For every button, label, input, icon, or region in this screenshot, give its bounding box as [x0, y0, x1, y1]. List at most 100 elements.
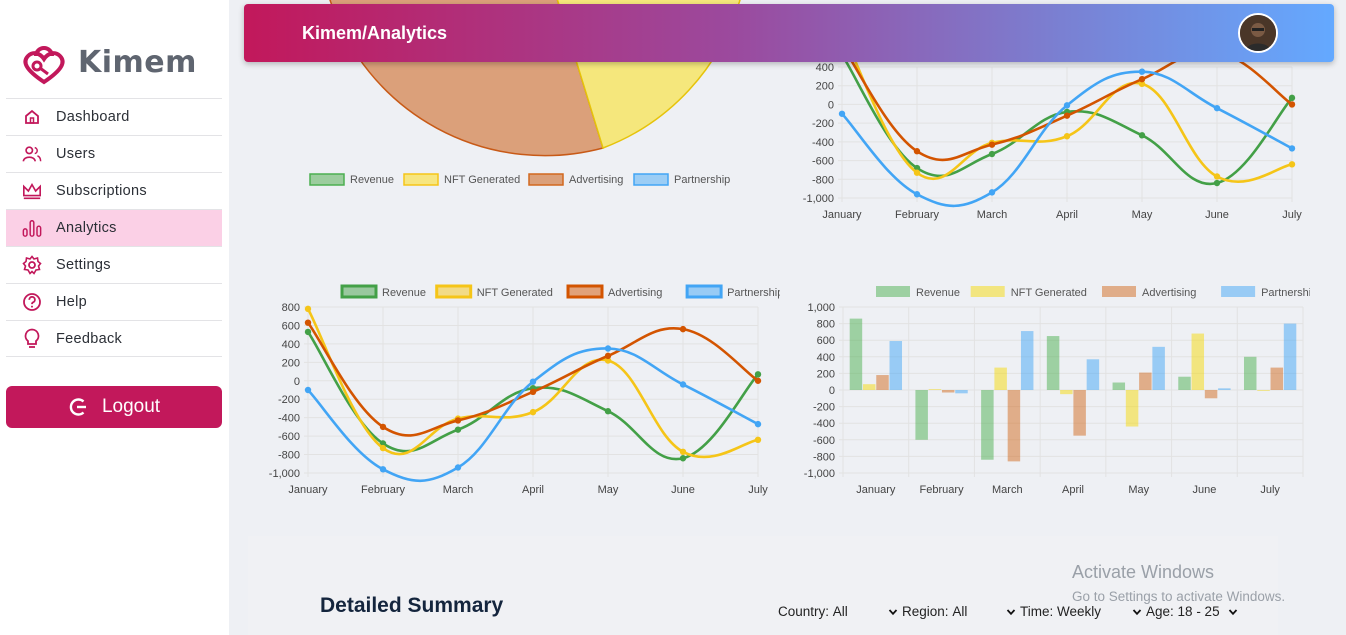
sidebar-item-help[interactable]: Help	[6, 283, 222, 320]
data-point-partnership[interactable]	[1288, 145, 1296, 152]
data-point-partnership[interactable]	[988, 189, 996, 196]
brand[interactable]: Kimem	[20, 38, 197, 86]
data-point-nft-generated[interactable]	[379, 444, 387, 452]
bar-partnership[interactable]	[1218, 388, 1231, 390]
sidebar-item-feedback[interactable]: Feedback	[6, 320, 222, 357]
data-point-nft-generated[interactable]	[529, 408, 537, 416]
bar-advertising[interactable]	[941, 390, 955, 393]
legend-item-revenue[interactable]: Revenue	[309, 173, 394, 186]
bar-partnership[interactable]	[1086, 359, 1100, 390]
bar-advertising[interactable]	[1270, 367, 1284, 390]
bar-nft-generated[interactable]	[1257, 390, 1270, 391]
data-point-partnership[interactable]	[529, 378, 537, 385]
data-point-partnership[interactable]	[679, 381, 687, 388]
bar-revenue[interactable]	[849, 318, 863, 390]
data-point-advertising[interactable]	[454, 417, 462, 424]
legend-item-advertising[interactable]: Advertising	[528, 173, 623, 186]
data-point-advertising[interactable]	[913, 148, 921, 155]
age-filter[interactable]: Age: 18 - 25	[1132, 604, 1238, 619]
data-point-revenue[interactable]	[604, 408, 612, 415]
bar-partnership[interactable]	[1283, 323, 1297, 390]
legend-item-partnership[interactable]: Partnership	[633, 173, 730, 186]
data-point-nft-generated[interactable]	[1288, 161, 1296, 168]
data-point-partnership[interactable]	[754, 420, 762, 428]
data-point-nft-generated[interactable]	[1213, 173, 1221, 180]
bar-advertising[interactable]	[876, 375, 889, 390]
data-point-advertising[interactable]	[1138, 75, 1146, 83]
bar-advertising[interactable]	[1073, 390, 1086, 436]
bar-nft-generated[interactable]	[862, 384, 876, 390]
data-point-revenue[interactable]	[454, 426, 462, 433]
data-point-nft-generated[interactable]	[679, 448, 687, 455]
avatar[interactable]	[1238, 13, 1278, 53]
data-point-partnership[interactable]	[1063, 102, 1071, 109]
data-point-advertising[interactable]	[529, 388, 537, 396]
data-point-nft-generated[interactable]	[754, 436, 762, 443]
legend-item-revenue[interactable]: Revenue	[876, 286, 960, 299]
bar-partnership[interactable]	[889, 341, 903, 390]
legend-item-nft-generated[interactable]: NFT Generated	[970, 286, 1087, 299]
country-filter[interactable]: Country: All	[778, 604, 848, 619]
bar-nft-generated[interactable]	[1060, 390, 1073, 395]
legend-item-nft-generated[interactable]: NFT Generated	[435, 284, 553, 299]
data-point-advertising[interactable]	[1288, 101, 1296, 108]
bar-partnership[interactable]	[955, 390, 968, 394]
bar-advertising[interactable]	[1204, 390, 1218, 399]
sidebar-item-settings[interactable]: Settings	[6, 246, 222, 283]
bar-advertising[interactable]	[1007, 390, 1021, 462]
data-point-partnership[interactable]	[1213, 104, 1221, 112]
bar-revenue[interactable]	[915, 390, 928, 440]
bar-nft-generated[interactable]	[928, 389, 942, 390]
sidebar-item-subscriptions[interactable]: Subscriptions	[6, 172, 222, 209]
bar-partnership[interactable]	[1152, 346, 1165, 390]
data-point-nft-generated[interactable]	[1063, 133, 1071, 140]
data-point-revenue[interactable]	[1288, 94, 1296, 102]
data-point-partnership[interactable]	[913, 191, 921, 198]
sidebar-item-analytics[interactable]: Analytics	[6, 209, 222, 246]
data-point-revenue[interactable]	[913, 164, 921, 172]
data-point-nft-generated[interactable]	[604, 357, 612, 364]
time-filter[interactable]: Time: Weekly	[1006, 604, 1101, 619]
legend-item-nft-generated[interactable]: NFT Generated	[403, 173, 520, 186]
legend-item-partnership[interactable]: Partnership	[685, 284, 780, 299]
data-point-revenue[interactable]	[1213, 179, 1221, 187]
legend-item-advertising[interactable]: Advertising	[566, 284, 662, 299]
bar-revenue[interactable]	[981, 390, 994, 460]
bar-revenue[interactable]	[1046, 336, 1060, 390]
data-point-advertising[interactable]	[988, 141, 996, 148]
data-point-advertising[interactable]	[1063, 112, 1071, 119]
data-point-advertising[interactable]	[604, 352, 612, 360]
data-point-nft-generated[interactable]	[913, 169, 921, 176]
data-point-advertising[interactable]	[304, 319, 312, 326]
data-point-advertising[interactable]	[379, 423, 387, 431]
bar-revenue[interactable]	[1243, 356, 1257, 390]
bar-nft-generated[interactable]	[1191, 333, 1205, 390]
data-point-revenue[interactable]	[1138, 132, 1146, 139]
data-point-revenue[interactable]	[379, 440, 387, 447]
data-point-partnership[interactable]	[604, 345, 612, 352]
sidebar-item-dashboard[interactable]: Dashboard	[6, 98, 222, 135]
data-point-partnership[interactable]	[1138, 68, 1146, 75]
bar-revenue[interactable]	[1178, 376, 1191, 390]
data-point-nft-generated[interactable]	[1138, 80, 1146, 88]
bar-advertising[interactable]	[1139, 372, 1152, 390]
logout-button[interactable]: Logout	[6, 386, 222, 428]
data-point-partnership[interactable]	[454, 464, 462, 471]
data-point-revenue[interactable]	[679, 455, 687, 462]
data-point-advertising[interactable]	[679, 325, 687, 333]
data-point-partnership[interactable]	[304, 386, 312, 394]
bar-revenue[interactable]	[1112, 382, 1126, 390]
bar-nft-generated[interactable]	[1125, 390, 1139, 427]
data-point-revenue[interactable]	[754, 371, 762, 378]
legend-item-partnership[interactable]: Partnership	[1221, 286, 1310, 299]
bar-partnership[interactable]	[1020, 331, 1034, 390]
sidebar-item-users[interactable]: Users	[6, 135, 222, 172]
region-filter[interactable]: Region: All	[888, 604, 967, 619]
data-point-nft-generated[interactable]	[304, 305, 312, 313]
bar-nft-generated[interactable]	[994, 367, 1007, 390]
legend-item-advertising[interactable]: Advertising	[1102, 286, 1196, 299]
legend-item-revenue[interactable]: Revenue	[340, 284, 426, 299]
data-point-partnership[interactable]	[379, 466, 387, 473]
data-point-revenue[interactable]	[304, 328, 312, 336]
data-point-revenue[interactable]	[988, 150, 996, 158]
